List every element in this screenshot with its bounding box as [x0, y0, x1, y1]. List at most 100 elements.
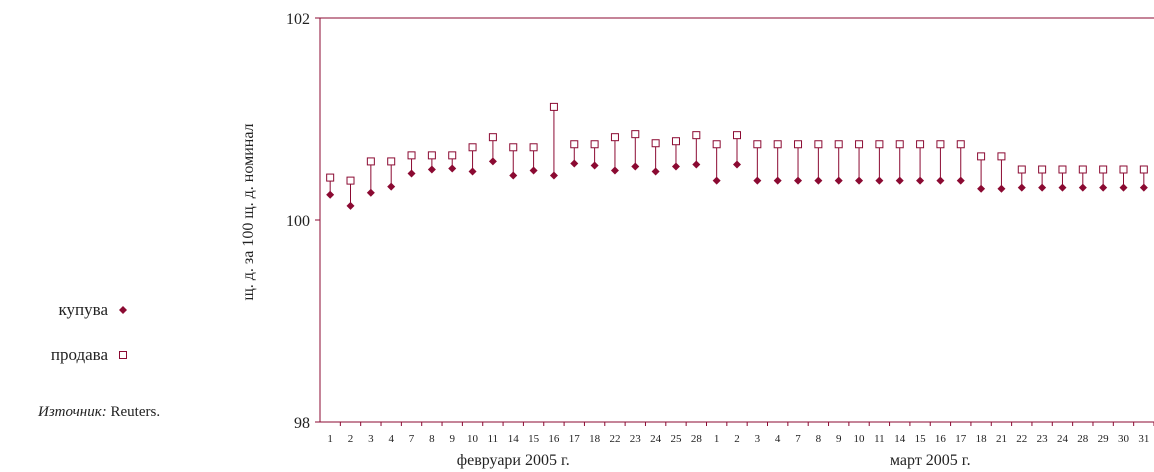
- buy-point: [896, 177, 904, 185]
- buy-point: [570, 159, 578, 167]
- buy-point: [1099, 184, 1107, 192]
- sell-point: [978, 153, 985, 160]
- sell-point: [795, 141, 802, 148]
- sell-point: [1039, 166, 1046, 173]
- buy-point: [367, 189, 375, 197]
- sell-point: [774, 141, 781, 148]
- sell-point: [957, 141, 964, 148]
- sell-point: [510, 144, 517, 151]
- buy-point: [408, 170, 416, 178]
- sell-point: [1100, 166, 1107, 173]
- x-tick-label: 1: [714, 433, 720, 445]
- sell-point: [428, 152, 435, 159]
- x-tick-label: 16: [935, 433, 947, 445]
- sell-point: [754, 141, 761, 148]
- buy-point: [753, 177, 761, 185]
- buy-point: [387, 183, 395, 191]
- buy-point: [550, 172, 558, 180]
- x-tick-label: 31: [1138, 433, 1149, 445]
- sell-point: [734, 132, 741, 139]
- x-tick-label: 21: [996, 433, 1007, 445]
- buy-point: [692, 160, 700, 168]
- buy-point: [489, 157, 497, 165]
- buy-point: [1018, 184, 1026, 192]
- x-tick-label: 28: [1077, 433, 1089, 445]
- x-tick-label: 2: [734, 433, 740, 445]
- sell-point: [489, 134, 496, 141]
- buy-point: [794, 177, 802, 185]
- sell-point: [347, 177, 354, 184]
- sell-point: [1079, 166, 1086, 173]
- sell-point: [530, 144, 537, 151]
- x-tick-label: 4: [775, 433, 781, 445]
- x-tick-label: 2: [348, 433, 354, 445]
- sell-point: [388, 158, 395, 165]
- x-tick-label: 14: [508, 433, 520, 445]
- x-tick-label: 30: [1118, 433, 1130, 445]
- buy-point: [713, 177, 721, 185]
- sell-point: [611, 134, 618, 141]
- x-tick-label: 7: [409, 433, 415, 445]
- sell-point: [327, 174, 334, 181]
- buy-point: [1058, 184, 1066, 192]
- x-tick-label: 29: [1098, 433, 1110, 445]
- x-tick-label: 1: [327, 433, 333, 445]
- sell-point: [876, 141, 883, 148]
- x-tick-label: 15: [915, 433, 927, 445]
- sell-point: [856, 141, 863, 148]
- buy-point: [916, 177, 924, 185]
- source-text: Reuters.: [107, 404, 160, 420]
- y-axis-title: щ. д. за 100 щ. д. номинал: [240, 123, 257, 300]
- legend-label-buy: купува: [8, 300, 108, 320]
- x-tick-label: 8: [429, 433, 435, 445]
- sell-point: [469, 144, 476, 151]
- legend-item-sell: продава: [8, 345, 128, 365]
- x-tick-label: 22: [1016, 433, 1027, 445]
- sell-point: [652, 140, 659, 147]
- x-tick-label: 9: [449, 433, 455, 445]
- sell-point: [550, 103, 557, 110]
- y-tick-label: 100: [286, 213, 310, 230]
- buy-point: [855, 177, 863, 185]
- sell-point: [1120, 166, 1127, 173]
- buy-point: [733, 160, 741, 168]
- sell-point: [367, 158, 374, 165]
- buy-point: [631, 162, 639, 170]
- buy-point: [1119, 184, 1127, 192]
- x-tick-label: 18: [976, 433, 988, 445]
- buy-point: [774, 177, 782, 185]
- x-tick-label: 24: [1057, 433, 1069, 445]
- sell-point: [672, 138, 679, 145]
- sell-point: [571, 141, 578, 148]
- sell-point: [998, 153, 1005, 160]
- diamond-marker-icon: [118, 300, 128, 320]
- buy-point: [530, 167, 538, 175]
- x-tick-label: 8: [816, 433, 822, 445]
- buy-point: [997, 185, 1005, 193]
- buy-point: [835, 177, 843, 185]
- x-tick-label: 22: [609, 433, 620, 445]
- buy-point: [1140, 184, 1148, 192]
- buy-point: [326, 191, 334, 199]
- sell-point: [937, 141, 944, 148]
- buy-point: [469, 168, 477, 176]
- x-tick-label: 14: [894, 433, 906, 445]
- x-tick-label: 11: [874, 433, 885, 445]
- sell-point: [815, 141, 822, 148]
- x-tick-label: 10: [854, 433, 866, 445]
- x-tick-label: 18: [589, 433, 601, 445]
- x-tick-label: 3: [755, 433, 761, 445]
- sell-point: [917, 141, 924, 148]
- x-tick-label: 28: [691, 433, 703, 445]
- y-tick-label: 98: [294, 415, 310, 432]
- x-group-label: февруари 2005 г.: [457, 452, 570, 469]
- buy-point: [448, 164, 456, 172]
- x-tick-label: 4: [388, 433, 394, 445]
- source-prefix: Източник:: [38, 404, 107, 420]
- buy-point: [957, 177, 965, 185]
- source-note: Източник: Reuters.: [38, 404, 160, 421]
- x-tick-label: 11: [488, 433, 499, 445]
- x-group-label: март 2005 г.: [890, 452, 971, 469]
- sell-point: [1018, 166, 1025, 173]
